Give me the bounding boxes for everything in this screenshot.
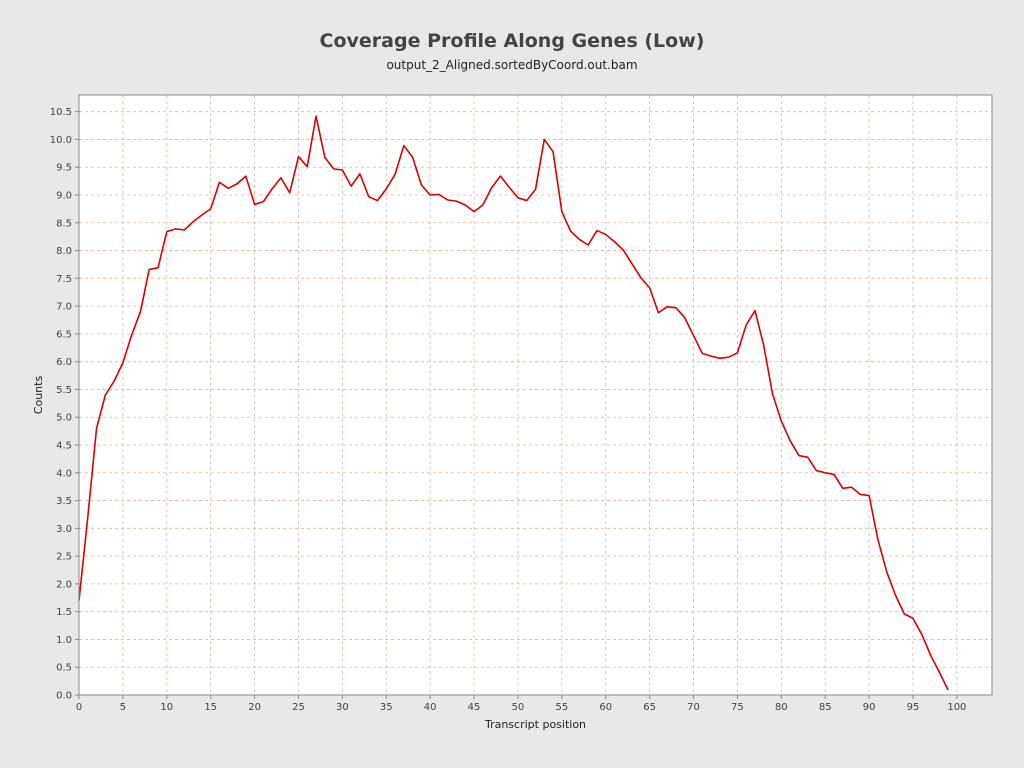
chart-title: Coverage Profile Along Genes (Low)	[319, 30, 705, 52]
chart-subtitle: output_2_Aligned.sortedByCoord.out.bam	[386, 58, 638, 72]
plot-border	[78, 94, 993, 696]
y-tick-label: 1.0	[56, 635, 72, 646]
x-tick-label: 60	[599, 702, 612, 713]
x-tick-label: 65	[643, 702, 656, 713]
y-tick-label: 4.0	[56, 468, 72, 479]
x-tick-label: 15	[204, 702, 217, 713]
y-tick-label: 1.5	[56, 607, 72, 618]
x-tick-label: 80	[775, 702, 788, 713]
y-tick-label: 9.5	[56, 163, 72, 174]
x-tick-label: 100	[947, 702, 966, 713]
y-tick-label: 10.5	[50, 107, 72, 118]
x-tick-label: 70	[687, 702, 700, 713]
coverage-series-line	[78, 115, 949, 691]
x-tick-label: 25	[292, 702, 305, 713]
y-tick-label: 8.5	[56, 218, 72, 229]
x-tick-label: 35	[380, 702, 393, 713]
x-tick-label: 5	[120, 702, 126, 713]
x-tick-label: 95	[907, 702, 920, 713]
y-tick-label: 0.5	[56, 663, 72, 674]
y-tick-label: 0.0	[56, 691, 72, 702]
y-tick-label: 3.0	[56, 524, 72, 535]
y-tick-label: 6.0	[56, 357, 72, 368]
x-tick-label: 55	[555, 702, 568, 713]
y-tick-label: 5.0	[56, 413, 72, 424]
y-tick-label: 9.0	[56, 191, 72, 202]
x-tick-label: 85	[819, 702, 832, 713]
y-tick-label: 3.5	[56, 496, 72, 507]
x-tick-label: 40	[424, 702, 437, 713]
y-tick-label: 7.5	[56, 274, 72, 285]
x-tick-label: 10	[160, 702, 173, 713]
x-tick-label: 50	[512, 702, 525, 713]
x-tick-label: 75	[731, 702, 744, 713]
y-tick-label: 10.0	[50, 135, 72, 146]
x-tick-label: 45	[468, 702, 481, 713]
y-tick-label: 8.0	[56, 246, 72, 257]
axis-ticks: 0 5 10 15 20 25 30 35 40 45 50 55 60 65 70 75 80 85 90 95 10…	[50, 107, 967, 713]
x-axis-label: Transcript position	[484, 718, 586, 731]
y-tick-label: 2.0	[56, 579, 72, 590]
x-tick-label: 0	[76, 702, 82, 713]
y-tick-label: 6.5	[56, 329, 72, 340]
y-axis-label: Counts	[32, 376, 45, 415]
y-tick-label: 7.0	[56, 302, 72, 313]
y-tick-label: 2.5	[56, 552, 72, 563]
y-tick-label: 4.5	[56, 441, 72, 452]
x-tick-label: 90	[863, 702, 876, 713]
x-tick-label: 20	[248, 702, 261, 713]
y-tick-label: 5.5	[56, 385, 72, 396]
x-tick-label: 30	[336, 702, 349, 713]
series-layer	[78, 115, 949, 691]
grid	[78, 95, 992, 696]
